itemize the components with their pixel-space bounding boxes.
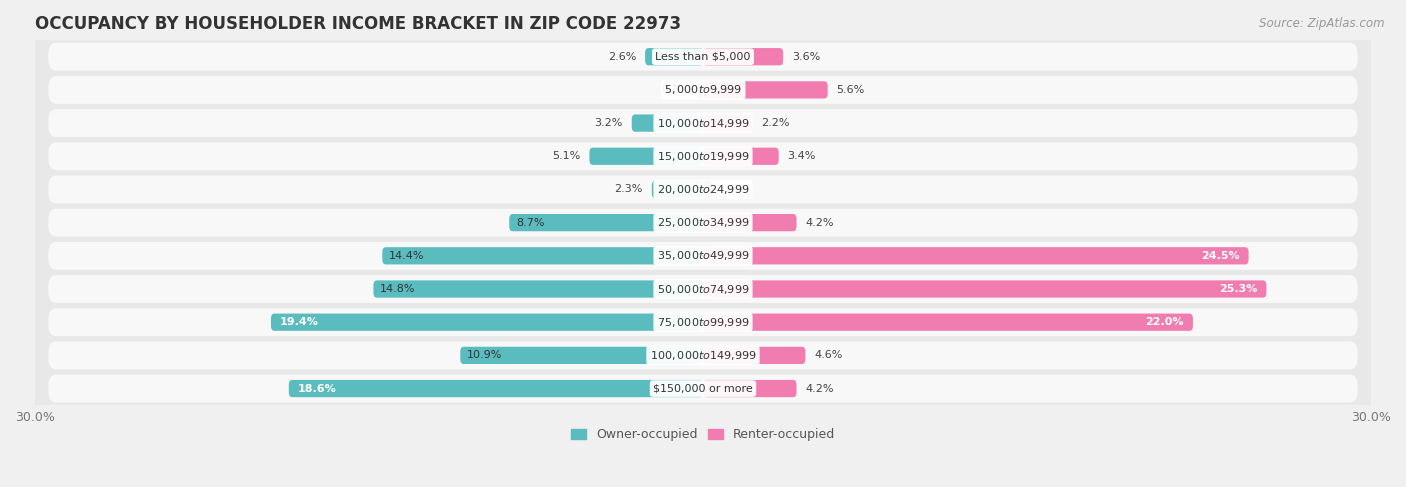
- Text: $15,000 to $19,999: $15,000 to $19,999: [657, 150, 749, 163]
- Bar: [35, 74, 1371, 107]
- FancyBboxPatch shape: [699, 81, 703, 98]
- FancyBboxPatch shape: [48, 209, 1358, 237]
- Text: 3.2%: 3.2%: [595, 118, 623, 128]
- Text: 3.6%: 3.6%: [792, 52, 820, 62]
- Text: 22.0%: 22.0%: [1146, 317, 1184, 327]
- FancyBboxPatch shape: [509, 214, 703, 231]
- Text: 2.2%: 2.2%: [761, 118, 789, 128]
- FancyBboxPatch shape: [645, 48, 703, 65]
- FancyBboxPatch shape: [703, 81, 828, 98]
- FancyBboxPatch shape: [48, 242, 1358, 270]
- Text: 14.4%: 14.4%: [389, 251, 425, 261]
- Text: 2.6%: 2.6%: [607, 52, 636, 62]
- Text: $10,000 to $14,999: $10,000 to $14,999: [657, 116, 749, 130]
- Bar: [35, 173, 1371, 206]
- FancyBboxPatch shape: [48, 175, 1358, 204]
- FancyBboxPatch shape: [703, 181, 711, 198]
- Bar: [35, 140, 1371, 173]
- Text: 18.6%: 18.6%: [298, 384, 336, 393]
- Text: 2.3%: 2.3%: [614, 185, 643, 194]
- FancyBboxPatch shape: [48, 308, 1358, 336]
- FancyBboxPatch shape: [703, 114, 752, 131]
- Bar: [35, 107, 1371, 140]
- Text: $75,000 to $99,999: $75,000 to $99,999: [657, 316, 749, 329]
- FancyBboxPatch shape: [288, 380, 703, 397]
- Text: 0.2%: 0.2%: [661, 85, 689, 95]
- Bar: [35, 272, 1371, 306]
- Text: 4.2%: 4.2%: [806, 384, 834, 393]
- Text: $100,000 to $149,999: $100,000 to $149,999: [650, 349, 756, 362]
- Text: $150,000 or more: $150,000 or more: [654, 384, 752, 393]
- Bar: [35, 206, 1371, 239]
- FancyBboxPatch shape: [382, 247, 703, 264]
- Text: OCCUPANCY BY HOUSEHOLDER INCOME BRACKET IN ZIP CODE 22973: OCCUPANCY BY HOUSEHOLDER INCOME BRACKET …: [35, 15, 681, 33]
- Bar: [35, 339, 1371, 372]
- FancyBboxPatch shape: [703, 214, 797, 231]
- Text: $20,000 to $24,999: $20,000 to $24,999: [657, 183, 749, 196]
- FancyBboxPatch shape: [374, 281, 703, 298]
- FancyBboxPatch shape: [460, 347, 703, 364]
- Bar: [35, 40, 1371, 74]
- FancyBboxPatch shape: [48, 341, 1358, 369]
- Text: Source: ZipAtlas.com: Source: ZipAtlas.com: [1260, 17, 1385, 30]
- Text: $5,000 to $9,999: $5,000 to $9,999: [664, 83, 742, 96]
- Legend: Owner-occupied, Renter-occupied: Owner-occupied, Renter-occupied: [567, 423, 839, 447]
- Text: $50,000 to $74,999: $50,000 to $74,999: [657, 282, 749, 296]
- FancyBboxPatch shape: [48, 142, 1358, 170]
- Text: 3.4%: 3.4%: [787, 151, 815, 161]
- FancyBboxPatch shape: [48, 275, 1358, 303]
- Text: 8.7%: 8.7%: [516, 218, 544, 227]
- Text: $35,000 to $49,999: $35,000 to $49,999: [657, 249, 749, 262]
- Text: 5.6%: 5.6%: [837, 85, 865, 95]
- Text: 24.5%: 24.5%: [1201, 251, 1240, 261]
- Bar: [35, 372, 1371, 405]
- Text: $25,000 to $34,999: $25,000 to $34,999: [657, 216, 749, 229]
- FancyBboxPatch shape: [589, 148, 703, 165]
- FancyBboxPatch shape: [48, 375, 1358, 402]
- FancyBboxPatch shape: [703, 380, 797, 397]
- FancyBboxPatch shape: [631, 114, 703, 131]
- FancyBboxPatch shape: [652, 181, 703, 198]
- FancyBboxPatch shape: [48, 43, 1358, 71]
- Bar: [35, 239, 1371, 272]
- FancyBboxPatch shape: [703, 48, 783, 65]
- Text: 19.4%: 19.4%: [280, 317, 319, 327]
- FancyBboxPatch shape: [703, 281, 1267, 298]
- Text: 25.3%: 25.3%: [1219, 284, 1257, 294]
- FancyBboxPatch shape: [703, 314, 1192, 331]
- FancyBboxPatch shape: [48, 76, 1358, 104]
- Text: 14.8%: 14.8%: [380, 284, 416, 294]
- FancyBboxPatch shape: [703, 247, 1249, 264]
- Text: Less than $5,000: Less than $5,000: [655, 52, 751, 62]
- FancyBboxPatch shape: [48, 109, 1358, 137]
- Text: 4.6%: 4.6%: [814, 350, 842, 360]
- FancyBboxPatch shape: [703, 148, 779, 165]
- FancyBboxPatch shape: [703, 347, 806, 364]
- Text: 5.1%: 5.1%: [553, 151, 581, 161]
- Text: 10.9%: 10.9%: [467, 350, 502, 360]
- Text: 4.2%: 4.2%: [806, 218, 834, 227]
- FancyBboxPatch shape: [271, 314, 703, 331]
- Text: 0.4%: 0.4%: [721, 185, 749, 194]
- Bar: [35, 306, 1371, 339]
